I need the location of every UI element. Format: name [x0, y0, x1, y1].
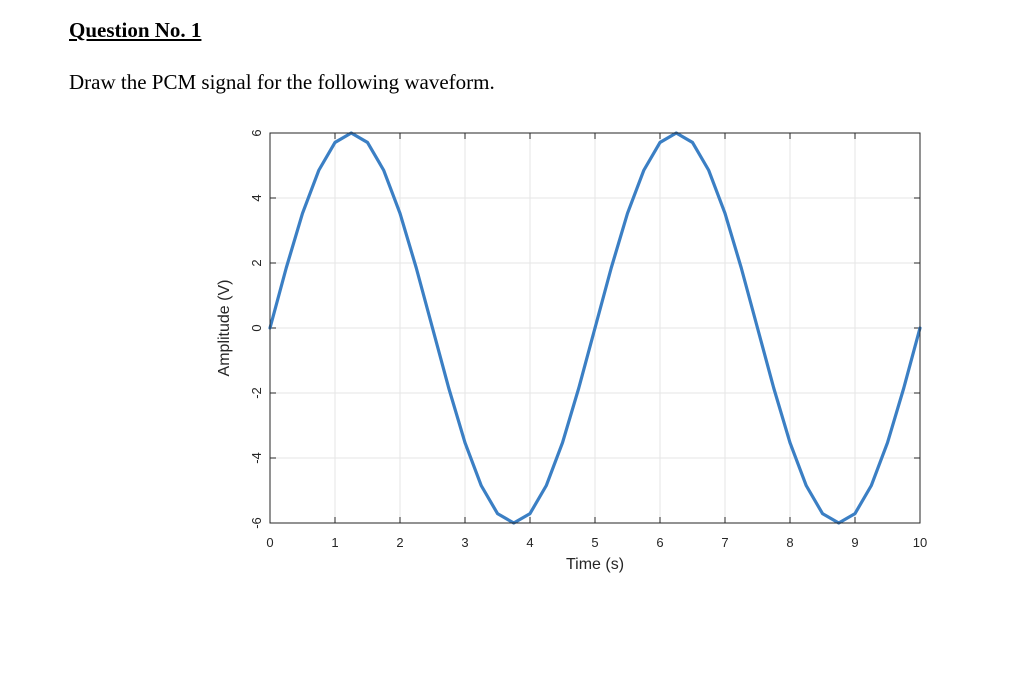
y-tick-label: 4 — [249, 194, 264, 201]
question-instruction: Draw the PCM signal for the following wa… — [69, 70, 495, 94]
x-tick-label: 3 — [461, 535, 468, 550]
y-tick-label: 2 — [249, 259, 264, 266]
x-axis-label: Time (s) — [566, 556, 624, 573]
y-axis-label: Amplitude (V) — [216, 280, 233, 377]
x-tick-labels: 0 1 2 3 4 5 6 7 8 9 10 — [266, 535, 927, 550]
x-tick-label: 1 — [331, 535, 338, 550]
x-tick-label: 8 — [786, 535, 793, 550]
x-tick-label: 4 — [526, 535, 533, 550]
x-tick-label: 6 — [656, 535, 663, 550]
plot-frame — [269, 132, 921, 524]
y-tick-label: -4 — [249, 452, 264, 464]
series-line — [268, 131, 922, 525]
y-tick-labels: 6 4 2 0 -2 -4 -6 — [249, 129, 264, 528]
y-tick-label: -2 — [249, 387, 264, 399]
y-tick-label: 0 — [249, 324, 264, 331]
question-heading: Question No. 1 — [69, 18, 202, 42]
x-tick-label: 0 — [266, 535, 273, 550]
x-tick-label: 7 — [721, 535, 728, 550]
series-group — [268, 131, 922, 525]
x-tick-label: 5 — [591, 535, 598, 550]
y-tick-label: -6 — [249, 517, 264, 529]
x-tick-label: 9 — [851, 535, 858, 550]
y-tick-label: 6 — [249, 129, 264, 136]
x-tick-label: 2 — [396, 535, 403, 550]
x-tick-label: 10 — [913, 535, 927, 550]
